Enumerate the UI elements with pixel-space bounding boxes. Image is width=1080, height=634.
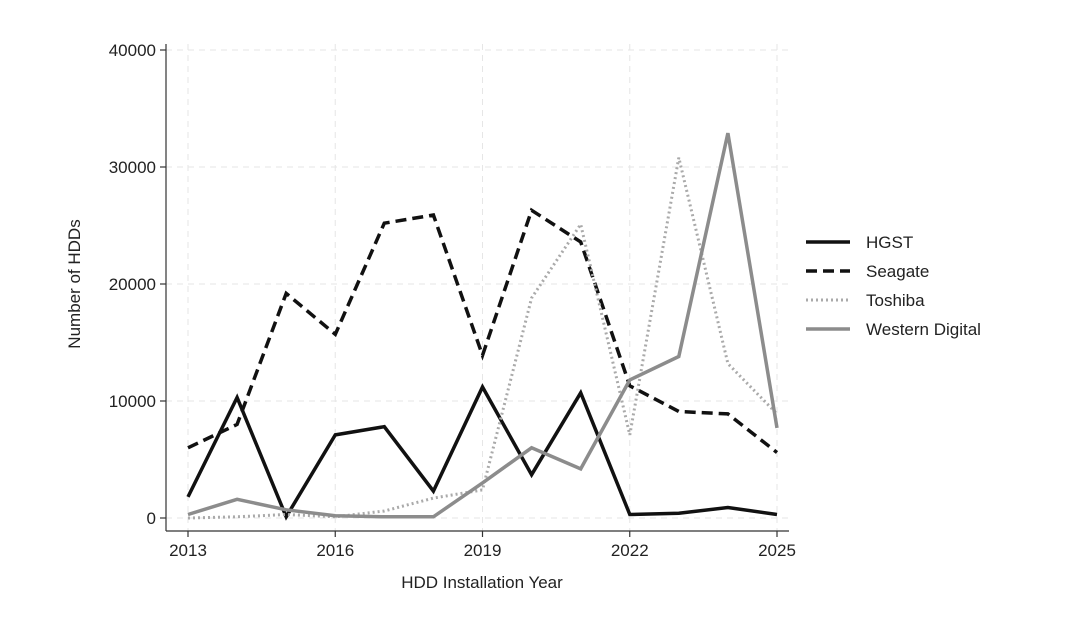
x-tick-label: 2022	[611, 541, 649, 560]
y-tick-label: 20000	[109, 275, 156, 294]
x-tick-label: 2019	[464, 541, 502, 560]
axes: 0 10000 20000 30000 40000 2013 2016 2019 2022 202…	[109, 41, 796, 560]
legend-label-western-digital: Western Digital	[866, 320, 981, 339]
y-axis-title: Number of HDDs	[65, 219, 84, 348]
y-tick-label: 0	[147, 509, 156, 528]
legend-label-toshiba: Toshiba	[866, 291, 925, 310]
series-line-hgst	[186, 383, 778, 521]
series-line-toshiba	[187, 157, 779, 520]
x-axis-title: HDD Installation Year	[401, 573, 563, 592]
legend-label-hgst: HGST	[866, 233, 913, 252]
x-tick-label: 2013	[169, 541, 207, 560]
series-line-seagate	[187, 207, 779, 454]
legend-label-seagate: Seagate	[866, 262, 929, 281]
series-line-western-digital	[187, 132, 779, 519]
y-tick-label: 10000	[109, 392, 156, 411]
x-tick-label: 2016	[316, 541, 354, 560]
y-tick-label: 30000	[109, 158, 156, 177]
x-tick-label: 2025	[758, 541, 796, 560]
y-tick-label: 40000	[109, 41, 156, 60]
series-lines	[186, 132, 779, 521]
legend: HGST Seagate Toshiba Western Digital	[806, 233, 981, 339]
grid	[166, 44, 789, 531]
